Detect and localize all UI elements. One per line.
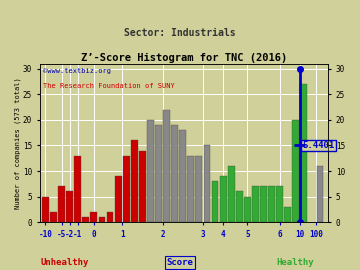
Text: Score: Score xyxy=(167,258,193,267)
Text: Unhealthy: Unhealthy xyxy=(41,258,89,267)
Bar xyxy=(203,146,210,222)
Bar xyxy=(82,217,89,222)
Bar xyxy=(220,176,226,222)
Bar xyxy=(74,156,81,222)
Bar xyxy=(195,156,202,222)
Bar xyxy=(155,125,162,222)
Bar xyxy=(123,156,130,222)
Bar xyxy=(292,120,299,222)
Bar xyxy=(163,110,170,222)
Bar xyxy=(99,217,105,222)
Text: 5.4401: 5.4401 xyxy=(302,141,334,150)
Bar xyxy=(212,181,219,222)
Bar xyxy=(179,130,186,222)
Bar xyxy=(316,166,324,222)
Text: Sector: Industrials: Sector: Industrials xyxy=(124,28,236,38)
Bar xyxy=(268,186,275,222)
Bar xyxy=(301,84,307,222)
Bar xyxy=(276,186,283,222)
Bar xyxy=(260,186,267,222)
Text: Healthy: Healthy xyxy=(276,258,314,267)
Bar xyxy=(90,212,97,222)
Bar xyxy=(42,197,49,222)
Bar xyxy=(228,166,235,222)
Bar xyxy=(139,151,146,222)
Bar xyxy=(115,176,122,222)
Bar xyxy=(58,186,65,222)
Bar xyxy=(147,120,154,222)
Bar xyxy=(187,156,194,222)
Bar xyxy=(171,125,178,222)
Bar xyxy=(66,191,73,222)
Bar xyxy=(252,186,259,222)
Bar xyxy=(50,212,57,222)
Bar xyxy=(244,197,251,222)
Text: ©www.textbiz.org: ©www.textbiz.org xyxy=(43,68,111,74)
Title: Z’-Score Histogram for TNC (2016): Z’-Score Histogram for TNC (2016) xyxy=(81,53,287,63)
Bar xyxy=(131,140,138,222)
Y-axis label: Number of companies (573 total): Number of companies (573 total) xyxy=(15,77,22,209)
Bar xyxy=(107,212,113,222)
Bar xyxy=(236,191,243,222)
Bar xyxy=(284,207,291,222)
Text: The Research Foundation of SUNY: The Research Foundation of SUNY xyxy=(43,83,174,89)
